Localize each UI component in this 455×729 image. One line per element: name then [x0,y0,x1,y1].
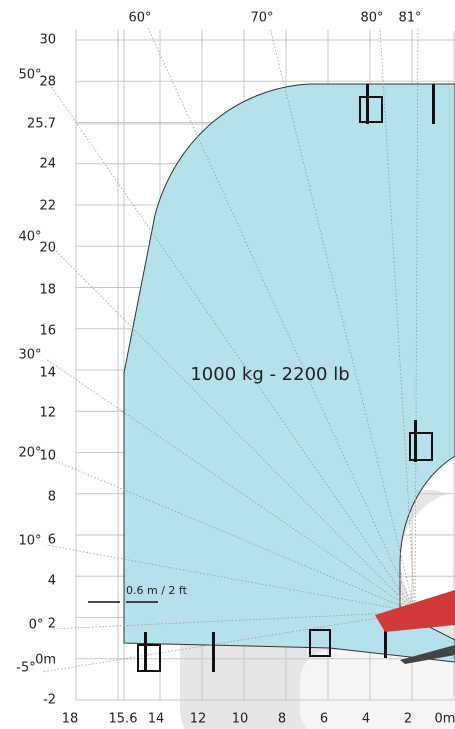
y-tick-label: 16 [39,324,56,339]
angle-label: 10° [18,534,41,549]
y-tick-label: 12 [39,406,56,421]
x-tick-label: 10 [232,712,249,727]
offset-note: 0.6 m / 2 ft [126,584,188,597]
capacity-label: 1000 kg - 2200 lb [190,364,349,385]
y-tick-label: 4 [48,574,56,589]
y-tick-label: 20 [39,241,56,256]
angle-label: 60° [128,11,151,26]
y-tick-label: 30 [39,33,56,48]
x-tick-label: 8 [278,712,286,727]
y-tick-label: 24 [39,157,56,172]
x-tick-label: 18 [62,712,79,727]
x-tick-label: 0m [435,712,455,727]
y-tick-label: 25.7 [27,117,56,132]
angle-label: 0° [29,618,44,633]
angle-label: 80° [360,11,383,26]
x-tick-label: 4 [362,712,370,727]
y-tick-label: 14 [39,366,56,381]
y-tick-label: 28 [39,75,56,90]
y-tick-label: 10 [39,449,56,464]
angle-label: 30° [18,348,41,363]
y-tick-label: 22 [39,199,56,214]
x-tick-label: 14 [148,712,165,727]
x-tick-label: 12 [190,712,207,727]
y-tick-label: 2 [48,617,56,632]
x-tick-label: 6 [320,712,328,727]
angle-label: 40° [18,230,41,245]
x-tick-label: 2 [404,712,412,727]
y-tick-label: 18 [39,283,56,298]
angle-label: 70° [250,11,273,26]
y-tick-label: 8 [48,490,56,505]
angle-label: 81° [398,11,421,26]
angle-label: -5° [16,661,35,676]
y-tick-label: -2 [43,693,56,708]
y-tick-label: 6 [48,533,56,548]
working-range-diagram: 0.6 m / 2 ft 1000 kg - 2200 lb 302825.72… [0,0,455,729]
angle-label: 20° [18,446,41,461]
y-tick-label: 0m [35,653,56,668]
angle-label: 50° [18,68,41,83]
x-tick-label: 15.6 [109,712,138,727]
